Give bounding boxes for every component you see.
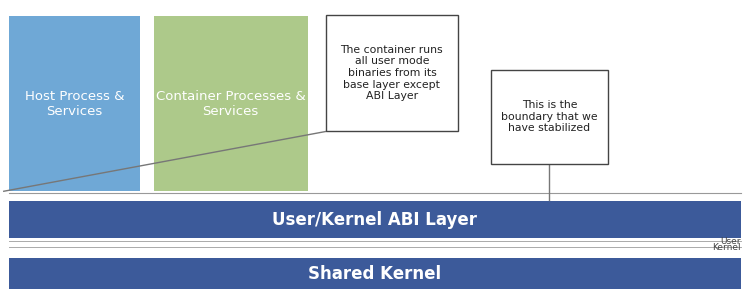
Bar [9,16,140,191]
Bar [326,15,458,131]
Bar [154,16,308,191]
Text: Kernel: Kernel [712,243,741,252]
Bar [9,258,741,289]
Text: Container Processes &
Services: Container Processes & Services [156,90,305,118]
Text: This is the
boundary that we
have stabilized: This is the boundary that we have stabil… [501,100,598,133]
Bar [491,70,608,164]
Text: User: User [721,237,741,246]
Text: Host Process &
Services: Host Process & Services [25,90,124,118]
Bar [9,201,741,238]
Text: The container runs
all user mode
binaries from its
base layer except
ABI Layer: The container runs all user mode binarie… [340,45,443,101]
Text: User/Kernel ABI Layer: User/Kernel ABI Layer [272,211,478,229]
Text: Shared Kernel: Shared Kernel [308,265,442,283]
